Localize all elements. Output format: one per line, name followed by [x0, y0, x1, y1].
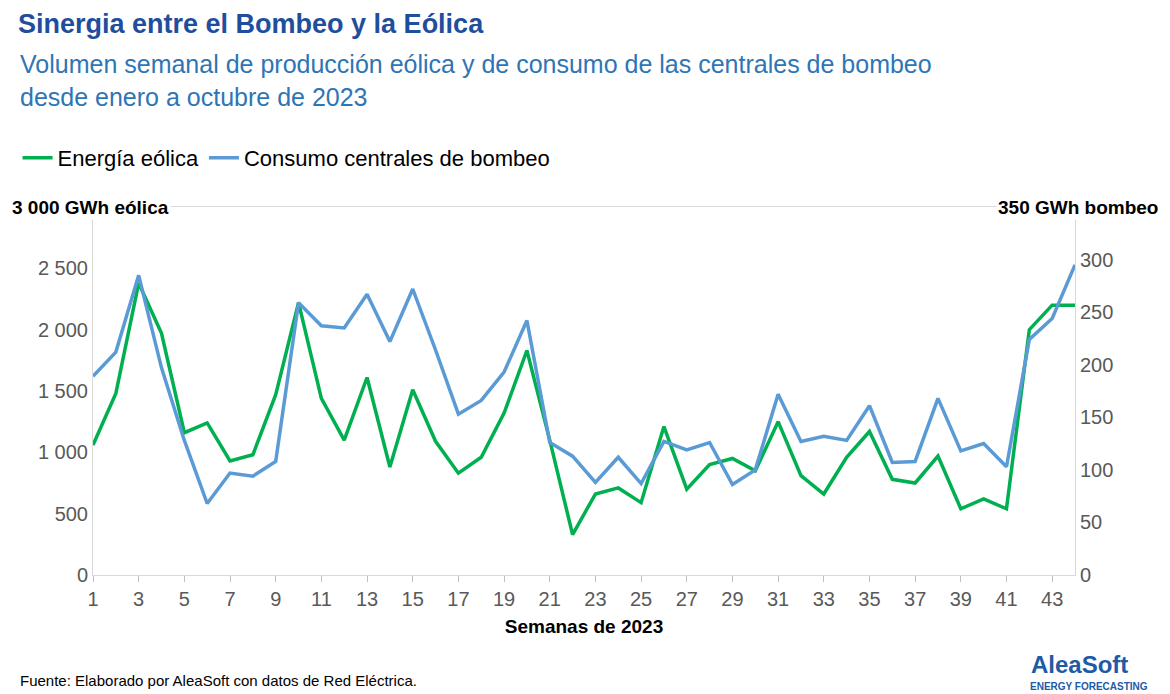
svg-text:Semanas de 2023: Semanas de 2023	[505, 616, 663, 637]
svg-text:Sinergia entre el Bombeo y la: Sinergia entre el Bombeo y la Eólica	[18, 9, 484, 39]
svg-text:5: 5	[179, 588, 190, 610]
svg-text:43: 43	[1041, 588, 1063, 610]
svg-text:2 500: 2 500	[38, 257, 88, 279]
svg-text:ENERGY FORECASTING: ENERGY FORECASTING	[1030, 681, 1148, 692]
svg-text:AleaSoft: AleaSoft	[1031, 651, 1128, 678]
svg-text:Fuente: Elaborado por AleaSoft: Fuente: Elaborado por AleaSoft con datos…	[20, 672, 417, 689]
svg-text:13: 13	[356, 588, 378, 610]
svg-text:Consumo centrales de bombeo: Consumo centrales de bombeo	[244, 146, 550, 171]
svg-text:11: 11	[311, 588, 332, 610]
svg-text:3 000 GWh eólica: 3 000 GWh eólica	[12, 197, 169, 218]
svg-text:3: 3	[133, 588, 144, 610]
svg-text:39: 39	[950, 588, 972, 610]
svg-text:50: 50	[1080, 511, 1102, 533]
svg-text:150: 150	[1080, 406, 1113, 428]
svg-text:100: 100	[1080, 459, 1113, 481]
svg-text:15: 15	[402, 588, 424, 610]
svg-text:23: 23	[584, 588, 606, 610]
svg-text:37: 37	[904, 588, 926, 610]
svg-text:1 500: 1 500	[38, 380, 88, 402]
svg-text:0: 0	[77, 564, 88, 586]
svg-text:1 000: 1 000	[38, 441, 88, 463]
svg-text:17: 17	[447, 588, 469, 610]
svg-text:19: 19	[493, 588, 515, 610]
svg-text:31: 31	[767, 588, 789, 610]
svg-text:300: 300	[1080, 249, 1113, 271]
svg-text:Energía eólica: Energía eólica	[58, 146, 199, 171]
svg-text:250: 250	[1080, 301, 1113, 323]
svg-text:350 GWh bombeo: 350 GWh bombeo	[998, 197, 1158, 218]
svg-text:29: 29	[721, 588, 743, 610]
svg-text:1: 1	[87, 588, 98, 610]
svg-text:Volumen semanal de producción: Volumen semanal de producción eólica y d…	[20, 50, 932, 111]
svg-text:25: 25	[630, 588, 652, 610]
svg-text:7: 7	[224, 588, 235, 610]
svg-text:21: 21	[539, 588, 561, 610]
svg-text:33: 33	[813, 588, 835, 610]
svg-text:200: 200	[1080, 354, 1113, 376]
svg-text:2 000: 2 000	[38, 319, 88, 341]
svg-text:9: 9	[270, 588, 281, 610]
svg-text:35: 35	[858, 588, 880, 610]
svg-text:41: 41	[995, 588, 1017, 610]
svg-text:500: 500	[55, 503, 88, 525]
svg-text:0: 0	[1080, 564, 1091, 586]
svg-text:27: 27	[676, 588, 698, 610]
